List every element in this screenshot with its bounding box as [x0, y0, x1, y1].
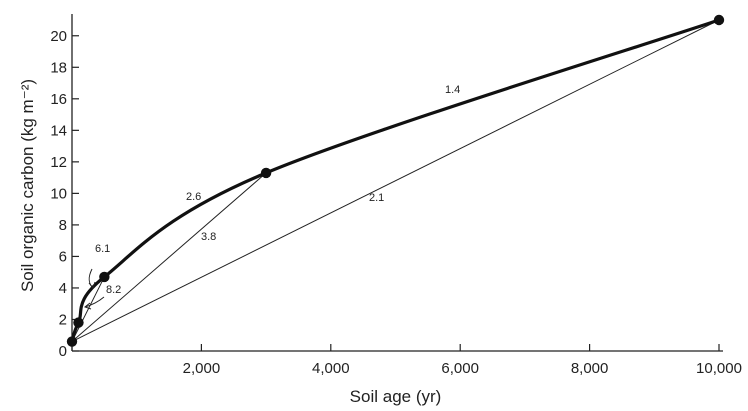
y-tick-label-0: 0 — [59, 343, 67, 360]
x-tick-label-4000: 4,000 — [312, 360, 350, 377]
y-tick-label-18: 18 — [50, 59, 67, 76]
chord-line-3 — [71, 172, 267, 342]
y-axis-title: Soil organic carbon (kg m⁻²) — [18, 79, 37, 292]
data-point-500 — [99, 271, 110, 283]
chord-line-2 — [71, 276, 105, 342]
y-tick-label-6: 6 — [59, 248, 67, 265]
x-axis-title: Soil age (yr) — [350, 387, 442, 406]
y-tick-label-8: 8 — [59, 217, 67, 234]
x-tick-label-6000: 6,000 — [441, 360, 479, 377]
arrow-8-2 — [84, 296, 105, 308]
y-tick-label-4: 4 — [59, 280, 67, 297]
y-tick-label-12: 12 — [50, 154, 67, 171]
data-point-3000 — [260, 167, 272, 179]
data-point-0 — [66, 336, 78, 347]
arrow-head-8-2 — [83, 302, 92, 310]
y-tick-label-16: 16 — [50, 91, 67, 108]
y-tick-label-20: 20 — [50, 28, 67, 45]
arrow-head-6-1 — [88, 281, 96, 290]
rate-label-4: 1.4 — [445, 84, 460, 96]
x-tick-label-2000: 2,000 — [183, 360, 221, 377]
rate-label-3: 3.8 — [201, 231, 216, 243]
rate-label-0: 6.1 — [95, 243, 110, 255]
data-point-100 — [73, 317, 84, 328]
x-tick-label-8000: 8,000 — [571, 360, 609, 377]
rate-label-1: 8.2 — [106, 284, 121, 296]
chord-line-4 — [71, 19, 720, 342]
data-point-10000 — [713, 14, 725, 26]
x-tick-label-10000: 10,000 — [696, 360, 742, 377]
y-tick-label-10: 10 — [50, 185, 67, 202]
rate-label-5: 2.1 — [369, 192, 384, 204]
y-tick-label-2: 2 — [59, 311, 67, 328]
rate-label-2: 2.6 — [186, 191, 201, 203]
y-tick-label-14: 14 — [50, 122, 67, 139]
